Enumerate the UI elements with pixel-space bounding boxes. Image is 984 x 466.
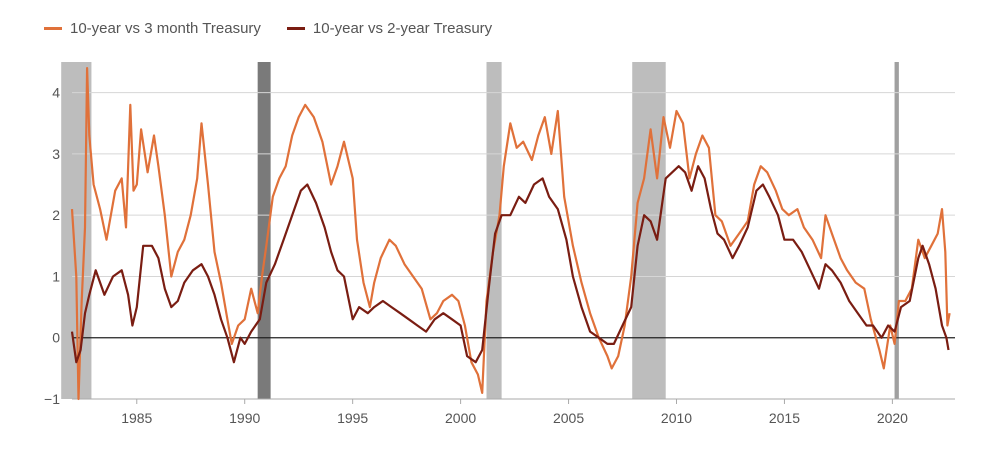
x-tick-label-4: 2005 xyxy=(553,410,584,426)
legend-item-series-0: 10-year vs 3 month Treasury xyxy=(44,20,261,37)
recession-band-4 xyxy=(894,62,899,399)
legend-label-series-0: 10-year vs 3 month Treasury xyxy=(70,20,261,37)
legend-swatch-series-1 xyxy=(286,27,305,30)
y-tick-label-3: 1 xyxy=(52,268,60,284)
x-tick-label-0: 1985 xyxy=(121,410,152,426)
legend-swatch-series-0 xyxy=(44,27,62,30)
legend-label-series-1: 10-year vs 2-year Treasury xyxy=(312,20,493,37)
y-tick-label-1: 3 xyxy=(52,146,60,162)
x-tick-label-3: 2000 xyxy=(445,410,476,426)
x-tick-label-7: 2020 xyxy=(877,410,908,426)
x-tick-label-1: 1990 xyxy=(229,410,260,426)
recession-band-3 xyxy=(632,62,666,399)
legend-item-series-1: 10-year vs 2-year Treasury xyxy=(286,20,493,37)
x-tick-label-2: 1995 xyxy=(337,410,368,426)
x-tick-label-5: 2010 xyxy=(661,410,692,426)
y-tick-label-2: 2 xyxy=(52,207,60,223)
legend: 10-year vs 3 month Treasury 10-year vs 2… xyxy=(44,20,492,37)
series-line-0 xyxy=(70,67,951,401)
x-tick-label-6: 2015 xyxy=(769,410,800,426)
series-line-1 xyxy=(70,165,950,364)
recession-band-2 xyxy=(486,62,502,399)
y-tick-label-5: −1 xyxy=(44,391,60,407)
y-tick-label-0: 4 xyxy=(52,85,60,101)
y-tick-label-4: 0 xyxy=(52,330,60,346)
